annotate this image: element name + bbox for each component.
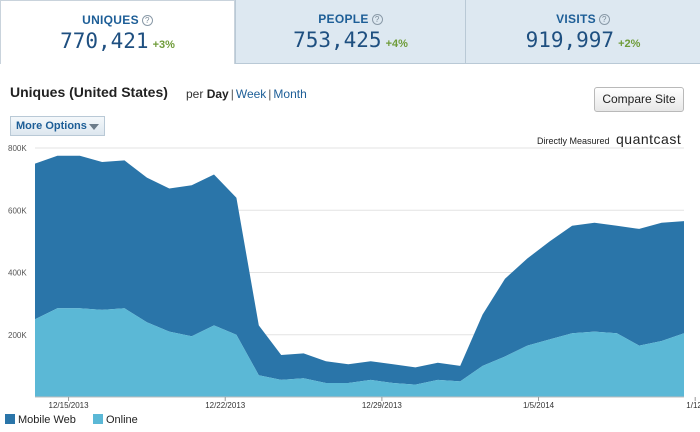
- directly-measured-label: Directly Measured: [537, 136, 610, 146]
- tab-value-row: 753,425 +4%: [236, 28, 465, 52]
- x-tick-label: 1/5/2014: [523, 401, 555, 410]
- tab-people-change: +4%: [385, 38, 408, 50]
- tab-uniques-change: +3%: [152, 39, 175, 51]
- legend-label-mobile-web: Mobile Web: [18, 414, 76, 426]
- y-tick-label: 400K: [8, 269, 27, 278]
- metric-tabs: UNIQUES? 770,421 +3% PEOPLE? 753,425 +4% V…: [0, 0, 700, 64]
- period-day[interactable]: Day: [206, 87, 229, 101]
- tab-visits[interactable]: VISITS? 919,997 +2%: [465, 0, 700, 64]
- period-month-link[interactable]: Month: [273, 87, 307, 101]
- chart-title: Uniques (United States): [10, 84, 168, 100]
- per-label: per: [186, 87, 204, 101]
- y-tick-label: 600K: [8, 206, 27, 215]
- y-tick-label: 200K: [8, 331, 27, 340]
- compare-site-button[interactable]: Compare Site: [594, 87, 684, 112]
- legend-item-mobile-web[interactable]: Mobile Web: [5, 414, 76, 426]
- y-tick-label: 800K: [8, 144, 27, 153]
- tab-uniques[interactable]: UNIQUES? 770,421 +3%: [0, 0, 235, 64]
- tab-people[interactable]: PEOPLE? 753,425 +4%: [235, 0, 465, 64]
- tab-visits-label: VISITS: [556, 12, 596, 26]
- tab-label: VISITS?: [466, 12, 700, 26]
- x-tick-label: 12/22/2013: [205, 401, 246, 410]
- tab-label: UNIQUES?: [1, 13, 234, 27]
- period-selector: per Day | Week | Month: [186, 87, 307, 101]
- tab-visits-value: 919,997: [525, 28, 615, 52]
- x-tick-label: 12/15/2013: [49, 401, 90, 410]
- period-separator: |: [230, 87, 234, 101]
- chart-legend: Mobile Web Online: [5, 414, 152, 426]
- legend-swatch-online: [92, 414, 103, 424]
- quantcast-logo[interactable]: quantcast: [616, 131, 682, 147]
- tab-value-row: 770,421 +3%: [1, 29, 234, 53]
- series-online-area: [35, 308, 684, 397]
- more-options-label: More Options: [16, 120, 87, 132]
- tab-people-label: PEOPLE: [318, 12, 369, 26]
- chevron-down-icon: [89, 124, 99, 130]
- help-icon[interactable]: ?: [371, 14, 383, 25]
- tab-uniques-label: UNIQUES: [82, 13, 139, 27]
- tab-label: PEOPLE?: [236, 12, 465, 26]
- legend-swatch-mobile-web: [5, 414, 15, 424]
- tab-people-value: 753,425: [293, 28, 382, 52]
- period-week-link[interactable]: Week: [235, 87, 267, 101]
- period-separator: |: [268, 87, 272, 101]
- legend-label-online: Online: [105, 414, 138, 426]
- more-options-dropdown[interactable]: More Options: [10, 116, 105, 136]
- tab-uniques-value: 770,421: [60, 29, 149, 53]
- uniques-area-chart: 200K 400K 600K 800K 12/15/2013 12/22/2013 12/2…: [8, 144, 700, 410]
- tab-value-row: 919,997 +2%: [466, 28, 700, 52]
- legend-item-online[interactable]: Online: [92, 414, 138, 426]
- x-tick-label: 12/29/2013: [362, 401, 403, 410]
- tab-visits-change: +2%: [618, 38, 641, 50]
- help-icon[interactable]: ?: [141, 15, 153, 26]
- help-icon[interactable]: ?: [598, 14, 610, 25]
- x-tick-label: 1/12/: [686, 401, 700, 410]
- series-mobile-web-area: [35, 155, 684, 385]
